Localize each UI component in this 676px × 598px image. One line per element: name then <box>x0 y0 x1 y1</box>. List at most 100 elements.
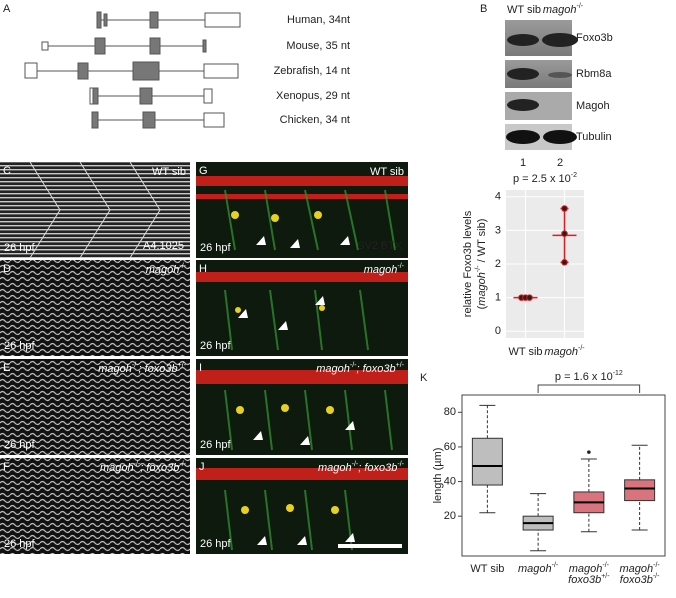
chart-title: p = 2.5 x 10-2 <box>513 172 577 185</box>
text-part: magoh <box>620 563 654 575</box>
text-part: ; foxo3b <box>358 462 397 474</box>
stain-label: BTX <box>381 240 403 252</box>
gene-label: Mouse, 35 nt <box>286 40 350 52</box>
panel-letter: E <box>3 362 10 374</box>
panel-letter: H <box>199 263 207 275</box>
micrographs <box>0 161 408 554</box>
text-part: -/- <box>134 461 141 468</box>
x-tick-label: magoh-/- <box>518 562 559 575</box>
genotype-label: WT sib <box>370 166 404 178</box>
y-tick-label: 60 <box>444 441 456 453</box>
panel-letter: B <box>480 3 487 15</box>
box <box>624 479 656 502</box>
gene-label: Xenopus, 29 nt <box>276 90 350 102</box>
y-axis-label: length (µm) <box>432 448 444 504</box>
box <box>471 437 503 486</box>
text-part: relative Foxo3b levels <box>462 210 474 317</box>
band-label: Rbm8a <box>576 68 612 80</box>
text-part: +/- <box>396 362 405 369</box>
text-part: -/- <box>179 263 186 270</box>
lane-header: magoh-/- <box>543 3 584 16</box>
text-part: magoh <box>364 264 398 276</box>
y-tick-label: 0 <box>495 325 501 337</box>
y-tick-label: 1 <box>495 292 501 304</box>
stain-label: A4.1025 <box>143 240 184 252</box>
genotype-label: magoh-/-; foxo3b+/- <box>316 362 404 375</box>
stage-label: 26 hpf <box>200 340 232 352</box>
y-tick-label: 40 <box>444 475 456 487</box>
text-part: magoh <box>543 4 577 16</box>
text-part: -/- <box>578 345 585 352</box>
text-part: -/- <box>179 461 186 468</box>
stage-label: 26 hpf <box>200 242 232 254</box>
y-tick-label: 3 <box>495 224 501 236</box>
x-tick-label: magoh-/- <box>569 562 610 575</box>
text-part: magoh <box>518 563 552 575</box>
text-part: -/- <box>397 461 404 468</box>
x-tick-label: WT sib <box>470 563 504 575</box>
x-tick-label: magoh-/- <box>544 345 585 358</box>
y-tick-label: 80 <box>444 406 456 418</box>
lane-header: WT sib <box>507 4 541 16</box>
text-part: -/- <box>602 562 609 569</box>
text-part: -/- <box>350 362 357 369</box>
stage-label: 26 hpf <box>4 242 36 254</box>
panel-letter: K <box>420 372 428 384</box>
text-part: magoh <box>318 462 352 474</box>
genotype-label: WT sib <box>152 166 186 178</box>
text-part: -2 <box>571 172 577 179</box>
text-part: / WT sib) <box>476 219 488 266</box>
x-tick-label: foxo3b+/- <box>568 573 610 586</box>
text-part: p = 2.5 x 10 <box>513 173 571 185</box>
stage-label: 26 hpf <box>4 439 36 451</box>
text-part: foxo3b <box>620 574 653 586</box>
text-part: ; foxo3b <box>140 462 179 474</box>
panel-letter: J <box>199 461 205 473</box>
y-tick-label: 4 <box>495 191 501 203</box>
stage-label: 26 hpf <box>200 439 232 451</box>
text-part: -/- <box>552 562 559 569</box>
gene-label: Chicken, 34 nt <box>280 114 350 126</box>
text-part: -/- <box>132 362 139 369</box>
text-part: magoh <box>316 363 350 375</box>
y-axis-label: (magoh-/- / WT sib) <box>475 219 488 310</box>
text-part: ( <box>476 305 488 309</box>
text-part: -/- <box>577 3 584 10</box>
text-part: -/- <box>653 573 660 580</box>
genotype-label: magoh-/- <box>146 263 187 276</box>
genotype-label: magoh-/-; foxo3b+/- <box>98 362 186 375</box>
text-part: ; foxo3b <box>356 363 395 375</box>
text-part: -/- <box>352 461 359 468</box>
data-point <box>561 230 568 238</box>
text-part: foxo3b <box>568 574 601 586</box>
genotype-label: magoh-/-; foxo3b-/- <box>318 461 405 474</box>
band-label: Magoh <box>576 100 610 112</box>
stain-label: SV2 <box>357 240 378 252</box>
text-part: -12 <box>613 370 623 377</box>
text-part: -/- <box>475 265 482 272</box>
text-part: -/- <box>397 263 404 270</box>
panel-letter: F <box>3 461 10 473</box>
text-part: magoh <box>98 363 132 375</box>
panel-letter: A <box>3 3 11 15</box>
plot-frame <box>461 394 666 557</box>
text-part: magoh <box>146 264 180 276</box>
x-tick-label: magoh-/- <box>620 562 661 575</box>
stage-label: 26 hpf <box>200 538 232 550</box>
text-part: p = 1.6 x 10 <box>555 371 613 383</box>
y-tick-label: 20 <box>444 510 456 522</box>
gene-label: Zebrafish, 14 nt <box>274 65 350 77</box>
band-label: Foxo3b <box>576 32 613 44</box>
significance-bracket <box>537 384 641 393</box>
gene-label: Human, 34nt <box>287 14 350 26</box>
data-point <box>561 259 568 266</box>
data-point <box>526 294 533 301</box>
text-part: magoh <box>569 563 603 575</box>
genotype-label: magoh-/- <box>364 263 405 276</box>
band-label: Tubulin <box>576 131 612 143</box>
gene-diagrams <box>24 11 241 129</box>
x-tick-label: foxo3b-/- <box>620 573 660 586</box>
text-part: magoh <box>100 462 134 474</box>
genotype-label: magoh-/-; foxo3b-/- <box>100 461 187 474</box>
